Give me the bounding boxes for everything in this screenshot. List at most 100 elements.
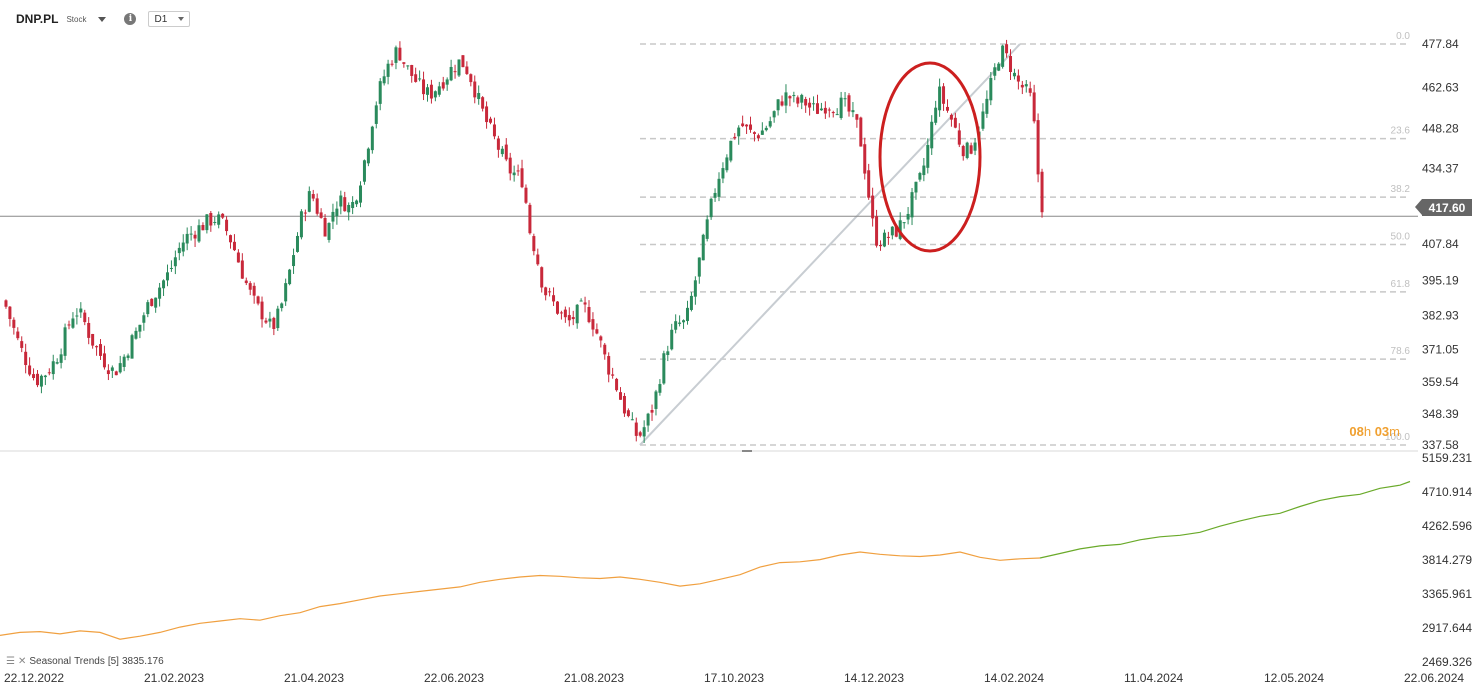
candle-body bbox=[492, 124, 496, 137]
candle-body bbox=[851, 110, 855, 113]
candle-body bbox=[697, 257, 701, 277]
chevron-down-icon bbox=[178, 17, 185, 21]
candle-body bbox=[812, 103, 816, 105]
candle-body bbox=[496, 138, 500, 150]
candle-body bbox=[43, 375, 47, 378]
candle-body bbox=[603, 344, 607, 355]
candle-body bbox=[398, 47, 402, 61]
candle-body bbox=[855, 114, 859, 120]
candle-body bbox=[1040, 171, 1044, 213]
candle-body bbox=[339, 195, 343, 207]
indicator-axis-label: 4262.596 bbox=[1422, 519, 1472, 533]
fib-level-label: 78.6 bbox=[1391, 346, 1411, 357]
candle-body bbox=[288, 269, 292, 285]
menu-icon[interactable]: ☰ bbox=[6, 656, 15, 667]
candle-body bbox=[867, 170, 871, 198]
candle-body bbox=[650, 410, 654, 413]
fib-level-label: 23.6 bbox=[1391, 126, 1411, 137]
candle-body bbox=[815, 103, 819, 114]
candle-body bbox=[1036, 120, 1040, 175]
fib-level-label: 50.0 bbox=[1391, 232, 1411, 243]
candle-body bbox=[611, 374, 615, 376]
candle-body bbox=[16, 331, 20, 339]
candle-body bbox=[232, 241, 236, 251]
countdown-hours-unit: h bbox=[1363, 424, 1372, 439]
candle-body bbox=[122, 356, 126, 367]
candle-body bbox=[359, 185, 363, 203]
timeframe-select[interactable]: D1 bbox=[148, 11, 191, 27]
candle-body bbox=[205, 214, 209, 231]
candle-body bbox=[965, 142, 969, 158]
candle-body bbox=[378, 81, 382, 104]
price-axis-label: 477.84 bbox=[1422, 37, 1459, 51]
candle-body bbox=[756, 135, 760, 139]
indicator-axis-label: 3814.279 bbox=[1422, 553, 1472, 567]
chevron-down-icon[interactable] bbox=[98, 16, 107, 22]
date-axis-label: 17.10.2023 bbox=[704, 671, 764, 685]
candle-body bbox=[138, 324, 142, 332]
candle-body bbox=[150, 298, 154, 306]
candle-body bbox=[591, 319, 595, 330]
candle-body bbox=[607, 356, 611, 375]
fib-level-label: 61.8 bbox=[1391, 279, 1411, 290]
candle-body bbox=[1005, 44, 1009, 54]
candle-body bbox=[268, 318, 272, 322]
candle-body bbox=[788, 96, 792, 99]
candle-body bbox=[276, 308, 280, 329]
candle-body bbox=[831, 112, 835, 114]
candle-body bbox=[445, 79, 449, 85]
candle-body bbox=[87, 322, 91, 338]
indicator-axis-label: 3365.961 bbox=[1422, 587, 1472, 601]
candle-body bbox=[425, 87, 429, 95]
candle-body bbox=[260, 301, 264, 320]
candle-body bbox=[225, 219, 229, 232]
date-axis-label: 14.12.2023 bbox=[844, 671, 904, 685]
candle-body bbox=[71, 318, 75, 328]
candle-body bbox=[386, 63, 390, 77]
info-icon[interactable]: i bbox=[124, 13, 137, 25]
candle-body bbox=[760, 130, 764, 135]
candle-body bbox=[106, 370, 110, 375]
seasonal-trend-forecast bbox=[1039, 480, 1411, 559]
candle-body bbox=[512, 172, 516, 176]
candle-body bbox=[906, 213, 910, 220]
candle-body bbox=[804, 99, 808, 106]
candle-body bbox=[701, 234, 705, 261]
candle-body bbox=[508, 157, 512, 174]
candle-body bbox=[528, 204, 532, 234]
candle-body bbox=[142, 315, 146, 323]
candle-body bbox=[366, 148, 370, 164]
price-axis-label: 348.39 bbox=[1422, 407, 1459, 421]
candle-body bbox=[886, 236, 890, 238]
candle-body bbox=[583, 302, 587, 305]
candle-body bbox=[575, 304, 579, 324]
close-icon[interactable]: ✕ bbox=[17, 656, 27, 667]
candle-body bbox=[949, 114, 953, 120]
candle-body bbox=[91, 333, 95, 346]
candle-body bbox=[382, 76, 386, 84]
candle-body bbox=[969, 145, 973, 154]
candle-body bbox=[713, 192, 717, 198]
candle-body bbox=[429, 84, 433, 99]
candle-body bbox=[973, 142, 977, 151]
candle-body bbox=[473, 81, 477, 98]
candle-body bbox=[8, 306, 12, 319]
candle-body bbox=[221, 213, 225, 218]
candle-body bbox=[35, 373, 39, 386]
candle-body bbox=[993, 67, 997, 76]
ticker-symbol[interactable]: DNP.PL bbox=[16, 12, 59, 26]
candle-body bbox=[894, 225, 898, 237]
candle-body bbox=[248, 283, 252, 290]
candle-body bbox=[548, 291, 552, 293]
candle-body bbox=[741, 123, 745, 127]
candle-body bbox=[989, 78, 993, 101]
candle-body bbox=[236, 252, 240, 263]
timeframe-value: D1 bbox=[154, 13, 168, 25]
candle-body bbox=[689, 295, 693, 310]
candle-body bbox=[59, 354, 63, 363]
candle-body bbox=[930, 121, 934, 149]
candle-body bbox=[347, 204, 351, 213]
candle-body bbox=[307, 191, 311, 212]
candle-body bbox=[997, 63, 1001, 71]
